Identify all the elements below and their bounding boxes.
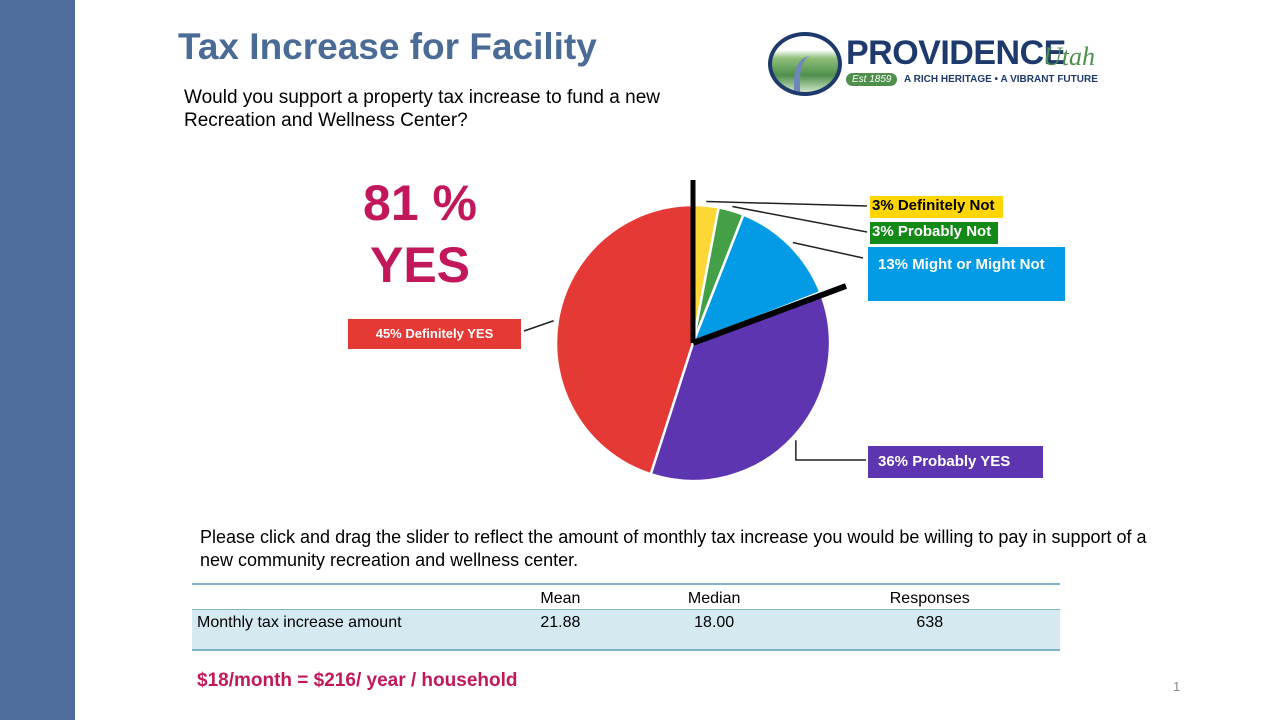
headline-word: YES — [369, 237, 471, 293]
providence-logo: PROVIDENCE Utah Est 1859 A RICH HERITAGE… — [766, 30, 1111, 96]
median-value: 18.00 — [628, 609, 800, 651]
leader-line — [706, 200, 868, 207]
slider-instruction: Please click and drag the slider to refl… — [200, 527, 1147, 570]
stats-table: Mean Median Responses Monthly tax increa… — [192, 583, 1060, 651]
logo-name: PROVIDENCE — [846, 34, 1066, 72]
survey-question: Would you support a property tax increas… — [184, 87, 660, 131]
pie-slice-might-or-might-not — [690, 213, 822, 346]
page-number: 1 — [1173, 679, 1181, 694]
table-header — [192, 583, 492, 610]
data-label-probably-yes: 36% Probably YES — [868, 446, 1043, 478]
pie-slice-probably-yes — [649, 290, 832, 483]
leader-line — [792, 241, 864, 259]
data-label-definitely-yes: 45% Definitely YES — [348, 319, 521, 349]
data-label-definitely-not: 3% Definitely Not — [870, 196, 1003, 218]
headline-percent: 81 % — [363, 175, 477, 231]
leader-line — [732, 205, 868, 233]
table-row: Monthly tax increase amount 21.88 18.00 … — [192, 609, 1060, 651]
emphasis-line-diagonal — [691, 283, 848, 346]
leader-line — [523, 320, 554, 332]
data-label-might-or-might-not: 13% Might or Might Not — [868, 247, 1065, 301]
table-header-mean: Mean — [492, 583, 629, 610]
mean-value: 21.88 — [492, 609, 629, 651]
row-label: Monthly tax increase amount — [192, 609, 492, 651]
slide-title: Tax Increase for Facility — [178, 26, 597, 67]
logo-script: Utah — [1043, 42, 1095, 71]
headline-yes-percent: 81 % YES — [340, 172, 500, 296]
logo-tagline: A RICH HERITAGE • A VIBRANT FUTURE — [904, 74, 1098, 85]
leader-line — [795, 440, 866, 461]
pie-slice-definitely-yes — [554, 203, 695, 476]
table-header-row: Mean Median Responses — [192, 583, 1060, 610]
responses-value: 638 — [799, 609, 1060, 651]
cost-footnote: $18/month = $216/ year / household — [197, 670, 518, 691]
logo-est-badge: Est 1859 — [846, 73, 898, 86]
sidebar-accent-bar — [0, 0, 75, 720]
data-label-probably-not: 3% Probably Not — [870, 222, 998, 244]
logo-emblem-icon — [768, 32, 842, 96]
table-header-median: Median — [628, 583, 800, 610]
table-header-responses: Responses — [799, 583, 1060, 610]
